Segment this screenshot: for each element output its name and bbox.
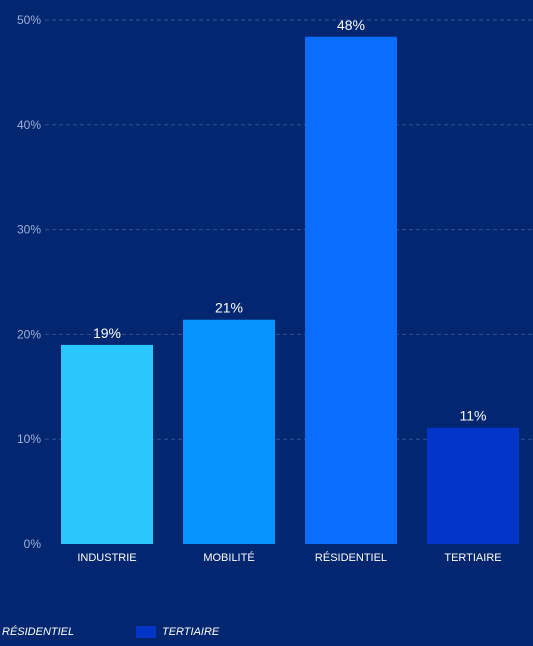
legend-item-residentiel[interactable]: RÉSIDENTIEL	[2, 626, 74, 638]
bar	[427, 427, 519, 544]
legend-item-tertiaire[interactable]: TERTIAIRE	[136, 626, 219, 638]
x-tick-label: INDUSTRIE	[77, 552, 136, 564]
y-tick-label: 20%	[17, 327, 41, 341]
legend: RÉSIDENTIEL TERTIAIRE	[0, 622, 533, 641]
legend-swatch	[136, 626, 156, 638]
x-tick-label: RÉSIDENTIEL	[315, 551, 387, 564]
legend-label: TERTIAIRE	[162, 626, 220, 638]
y-tick-label: 40%	[17, 118, 41, 132]
y-tick-label: 30%	[17, 223, 41, 237]
x-tick-label: TERTIAIRE	[444, 552, 501, 564]
y-tick-label: 0%	[24, 537, 42, 551]
y-tick-label: 50%	[17, 13, 41, 27]
y-tick-label: 10%	[17, 432, 41, 446]
data-label: 21%	[215, 300, 243, 316]
bar	[305, 36, 397, 544]
data-label: 11%	[460, 408, 487, 424]
data-label: 19%	[93, 325, 121, 341]
x-tick-label: MOBILITÉ	[203, 551, 254, 564]
legend-label: RÉSIDENTIEL	[2, 626, 75, 638]
bar	[61, 344, 153, 544]
bar	[183, 319, 275, 544]
data-label: 48%	[337, 17, 365, 33]
